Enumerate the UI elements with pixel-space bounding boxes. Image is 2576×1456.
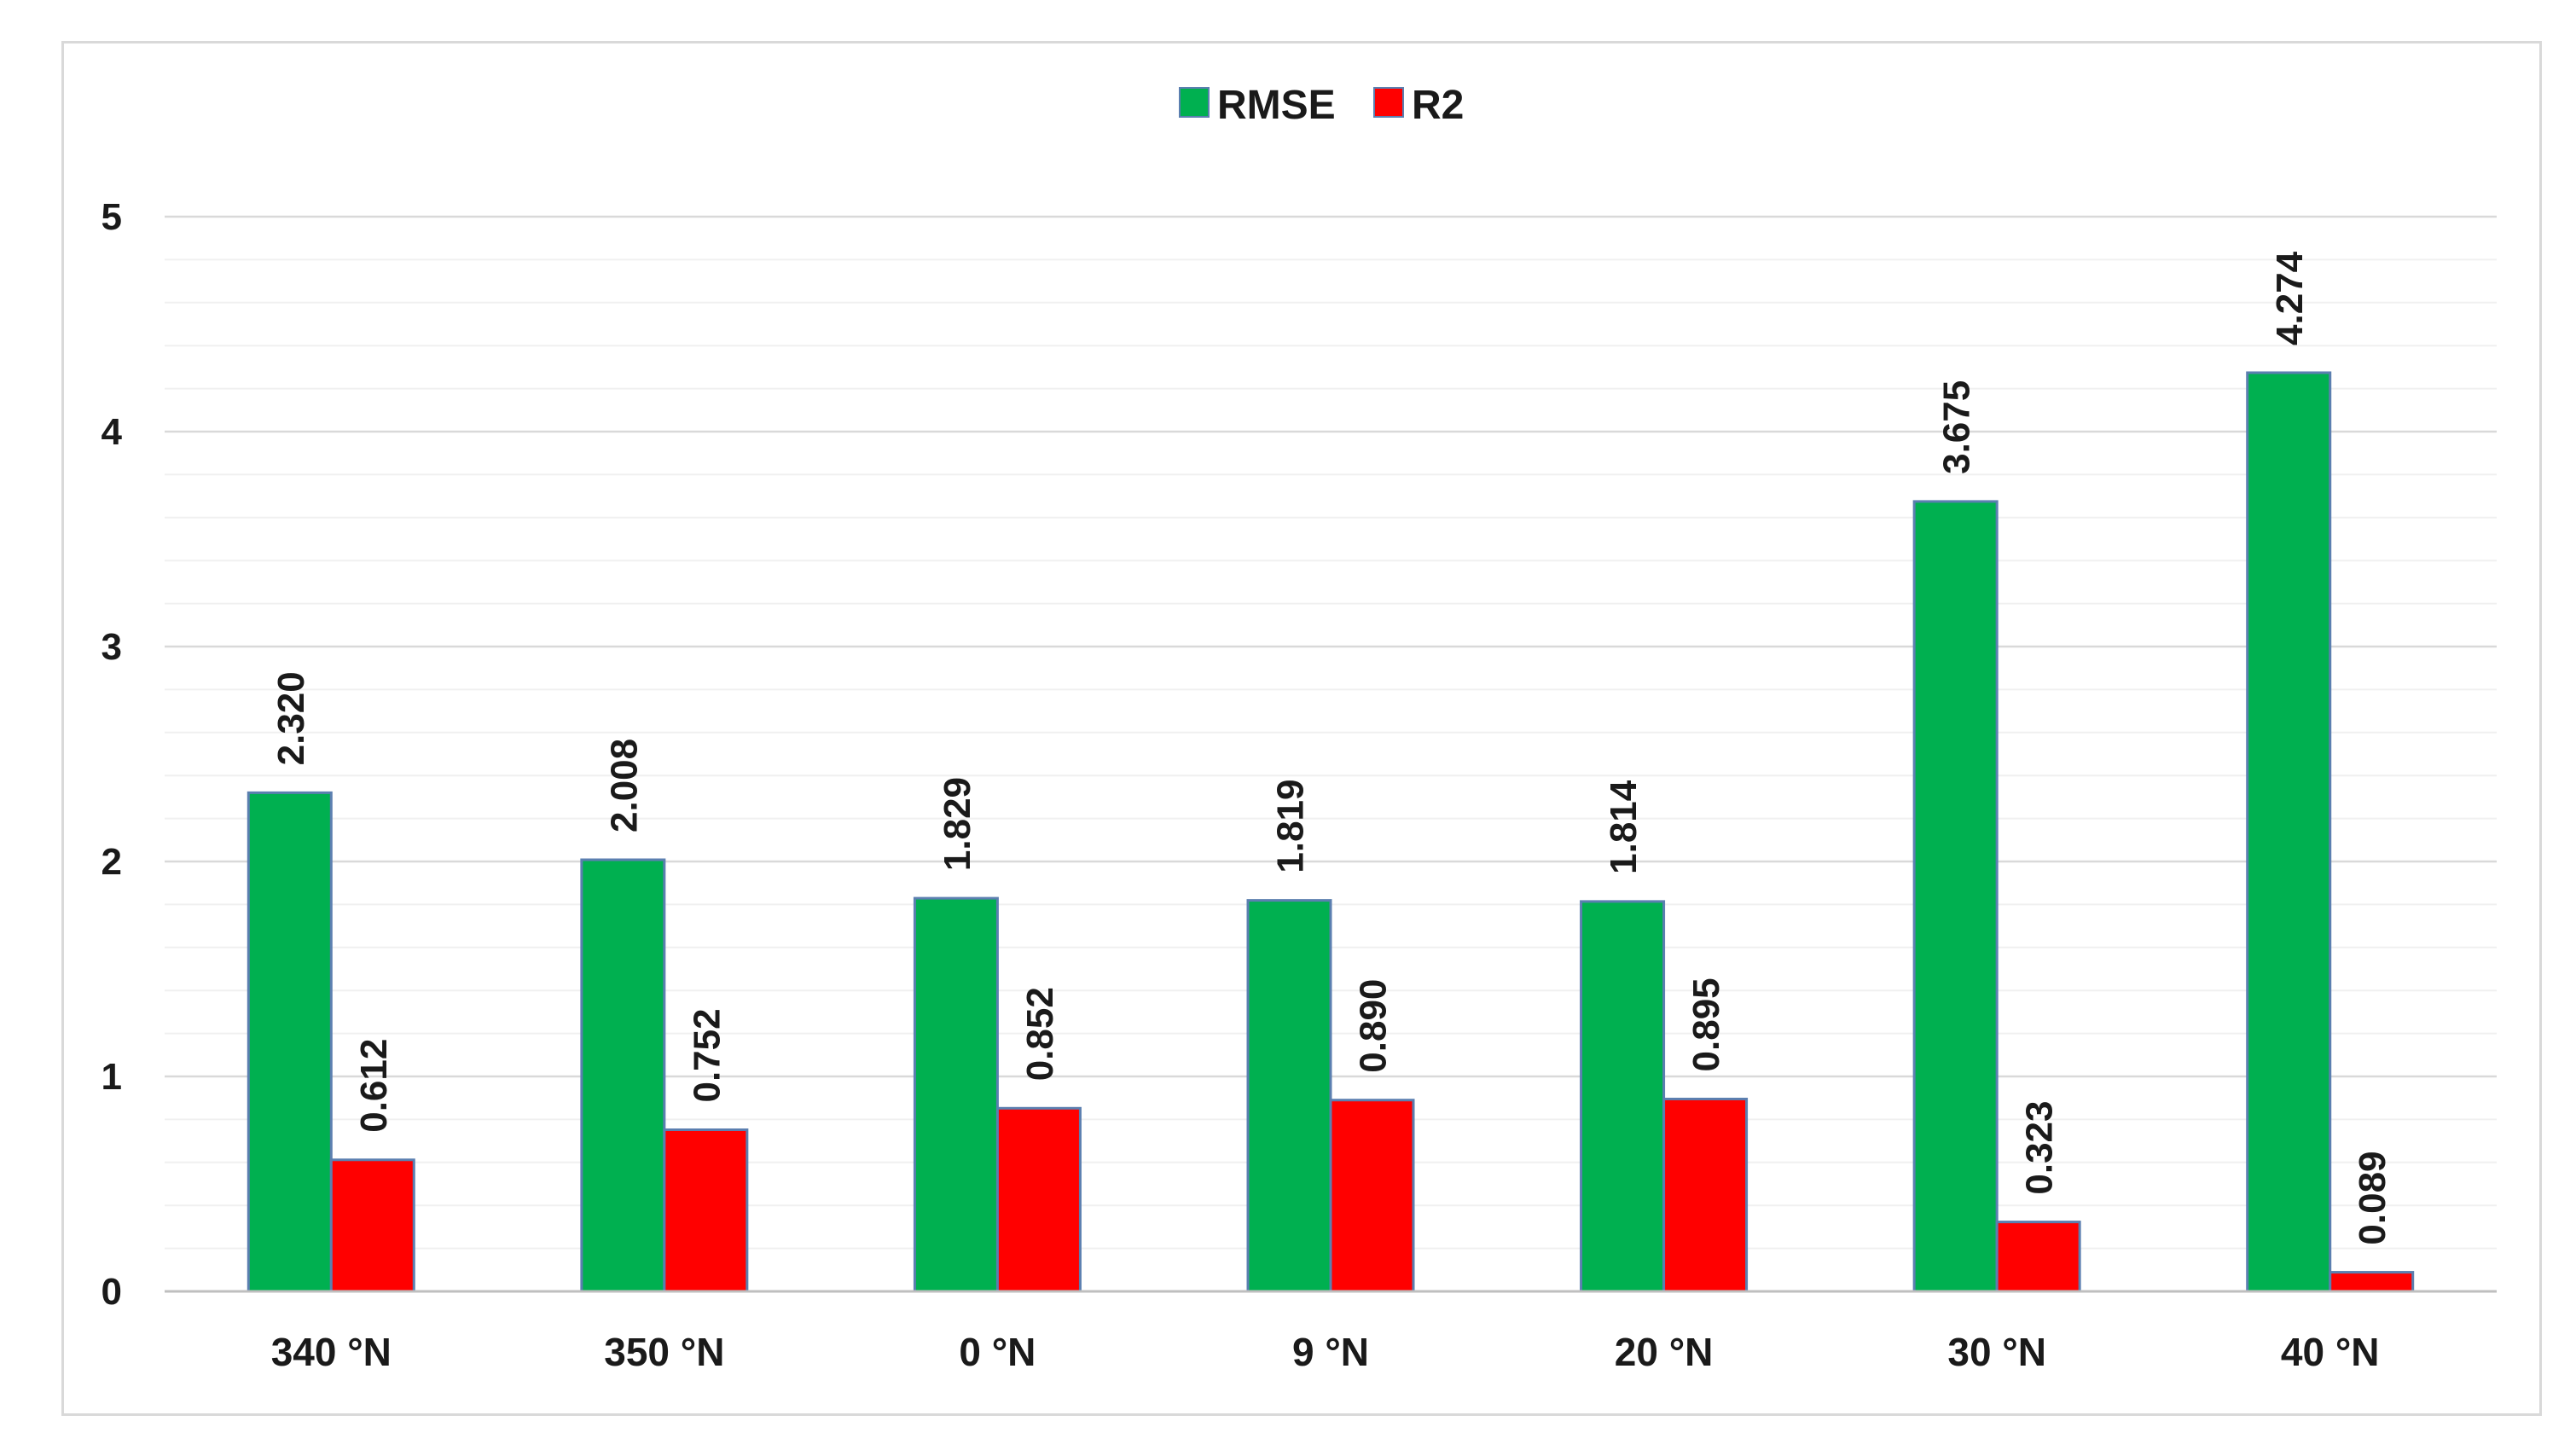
bar-rmse [1246, 899, 1332, 1293]
x-tick-label: 30 °N [1947, 1330, 2046, 1374]
x-tick-label: 350 °N [604, 1330, 724, 1374]
bar-rmse [1912, 500, 1999, 1293]
bar-r2 [663, 1128, 749, 1293]
legend-label-r2: R2 [1412, 83, 1464, 128]
data-label-rmse: 1.829 [937, 777, 978, 871]
bars [247, 371, 2415, 1293]
legend: RMSE R2 [1179, 83, 1464, 128]
grid [165, 215, 2497, 1250]
y-tick-label: 1 [102, 1056, 122, 1098]
y-tick-label: 4 [102, 411, 123, 453]
bar-r2 [995, 1106, 1082, 1293]
bar-r2 [1329, 1099, 1415, 1293]
data-label-rmse: 1.814 [1603, 780, 1645, 874]
axes: 0 1 2 3 4 5 340 °N 350 °N 0 °N 9 °N 20 °N 30 °N 40 °… [102, 196, 2497, 1374]
data-label-r2: 0.895 [1685, 977, 1727, 1071]
data-label-rmse: 2.320 [270, 671, 312, 765]
y-tick-label: 0 [102, 1271, 122, 1313]
y-tick-label: 5 [102, 196, 122, 238]
bar-r2 [2329, 1271, 2415, 1293]
bar-rmse [1580, 900, 1666, 1293]
data-label-r2: 0.612 [353, 1039, 395, 1133]
bar-rmse [580, 858, 666, 1293]
data-label-r2: 0.852 [1019, 987, 1061, 1081]
data-labels: 2.320 0.612 2.008 0.752 1.829 0.852 1.819 0.890… [270, 251, 2393, 1244]
legend-swatch-rmse [1179, 87, 1210, 118]
bar-r2 [1662, 1097, 1749, 1293]
data-label-rmse: 2.008 [603, 739, 645, 832]
x-tick-label: 340 °N [271, 1330, 392, 1374]
x-tick-label: 40 °N [2281, 1330, 2380, 1374]
bar-r2 [1995, 1221, 2081, 1293]
data-label-r2: 0.752 [686, 1008, 728, 1102]
data-label-rmse: 4.274 [2269, 251, 2311, 345]
x-tick-label: 0 °N [959, 1330, 1036, 1374]
x-tick-label: 20 °N [1615, 1330, 1714, 1374]
chart-frame: 2.320 0.612 2.008 0.752 1.829 0.852 1.819 0.890… [61, 41, 2542, 1416]
legend-label-rmse: RMSE [1217, 83, 1336, 128]
y-tick-label: 3 [102, 626, 122, 668]
y-tick-label: 2 [102, 841, 122, 883]
x-tick-label: 9 °N [1292, 1330, 1369, 1374]
data-label-r2: 0.890 [1353, 979, 1395, 1073]
data-label-r2: 0.323 [2019, 1100, 2061, 1194]
bar-rmse [913, 896, 999, 1293]
bar-rmse [2246, 371, 2332, 1293]
bar-r2 [329, 1158, 415, 1293]
bar-chart: 2.320 0.612 2.008 0.752 1.829 0.852 1.819 0.890… [102, 83, 2497, 1374]
data-label-rmse: 3.675 [1936, 380, 1978, 474]
bar-rmse [247, 791, 333, 1293]
legend-swatch-r2 [1373, 87, 1404, 118]
data-label-r2: 0.089 [2352, 1151, 2393, 1244]
data-label-rmse: 1.819 [1270, 780, 1312, 873]
